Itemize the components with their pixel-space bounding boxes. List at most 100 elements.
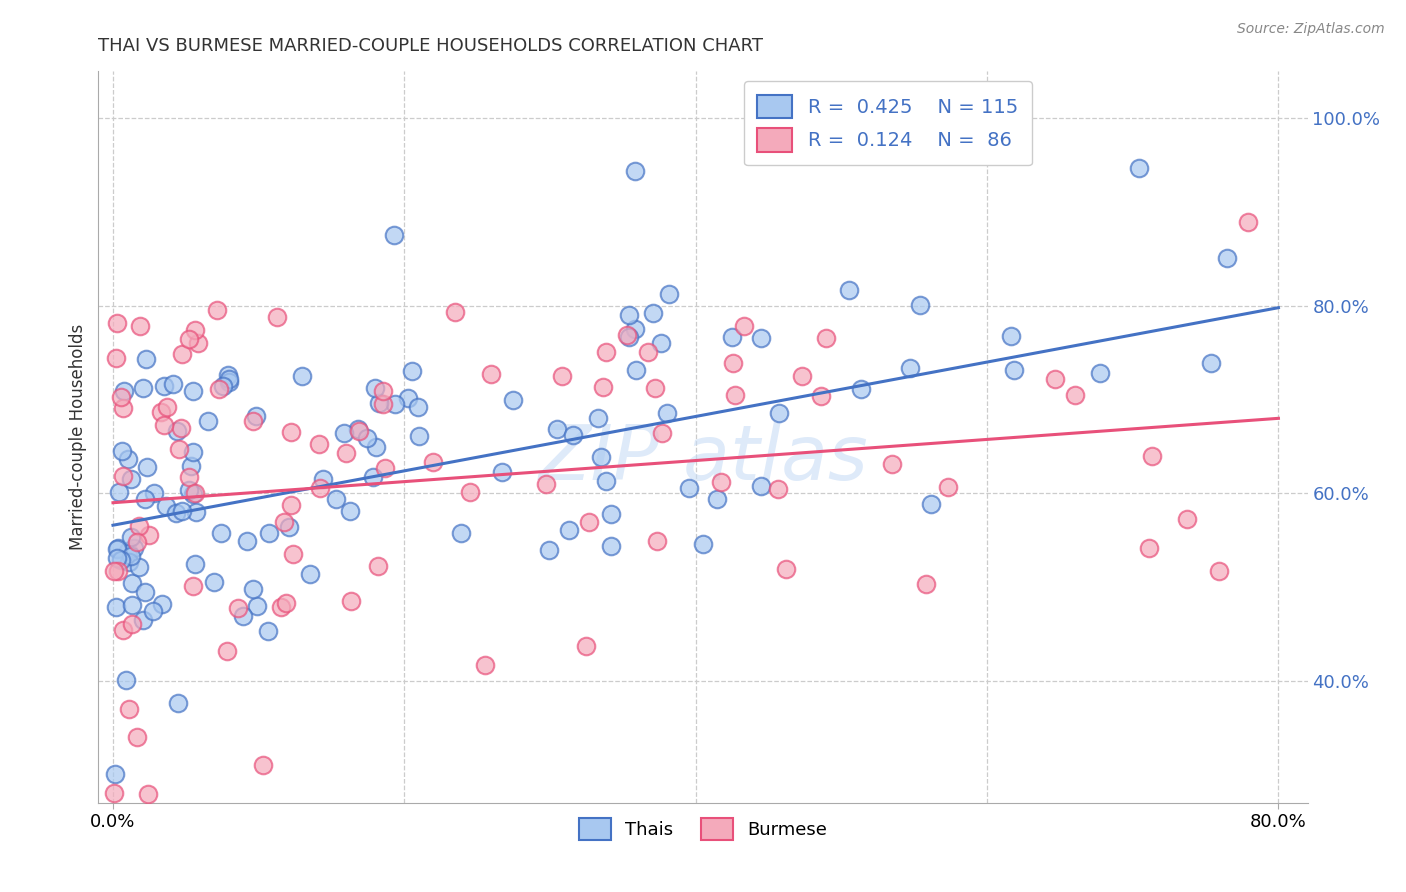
- Point: [1140, 449, 1163, 463]
- Point: [401, 364, 423, 378]
- Point: [166, 425, 188, 439]
- Point: [104, 767, 127, 781]
- Point: [325, 491, 347, 506]
- Point: [333, 425, 356, 440]
- Point: [118, 555, 141, 569]
- Point: [197, 414, 219, 428]
- Point: [257, 526, 280, 541]
- Text: THAI VS BURMESE MARRIED-COUPLE HOUSEHOLDS CORRELATION CHART: THAI VS BURMESE MARRIED-COUPLE HOUSEHOLD…: [98, 37, 763, 54]
- Point: [624, 322, 647, 336]
- Point: [724, 388, 747, 402]
- Point: [657, 406, 679, 420]
- Point: [335, 445, 357, 459]
- Point: [546, 421, 568, 435]
- Point: [733, 318, 755, 333]
- Point: [1002, 363, 1025, 377]
- Point: [347, 422, 370, 436]
- Point: [408, 428, 430, 442]
- Point: [339, 504, 361, 518]
- Point: [202, 574, 225, 589]
- Point: [217, 368, 239, 383]
- Point: [134, 492, 156, 507]
- Point: [768, 405, 790, 419]
- Point: [134, 585, 156, 599]
- Point: [184, 486, 207, 500]
- Point: [232, 608, 254, 623]
- Point: [266, 310, 288, 325]
- Point: [152, 598, 174, 612]
- Point: [150, 405, 173, 419]
- Point: [142, 604, 165, 618]
- Point: [721, 356, 744, 370]
- Point: [117, 452, 139, 467]
- Point: [592, 379, 614, 393]
- Point: [181, 384, 204, 398]
- Point: [534, 477, 557, 491]
- Point: [838, 283, 860, 297]
- Point: [121, 616, 143, 631]
- Point: [152, 379, 174, 393]
- Point: [132, 381, 155, 395]
- Point: [851, 382, 873, 396]
- Point: [775, 562, 797, 576]
- Point: [129, 318, 152, 333]
- Point: [658, 286, 681, 301]
- Point: [273, 515, 295, 529]
- Point: [103, 786, 125, 800]
- Point: [181, 445, 204, 459]
- Point: [371, 397, 394, 411]
- Point: [396, 391, 419, 405]
- Point: [1063, 388, 1085, 402]
- Point: [624, 164, 647, 178]
- Point: [162, 376, 184, 391]
- Point: [1045, 372, 1067, 386]
- Point: [187, 336, 209, 351]
- Point: [136, 459, 159, 474]
- Point: [135, 352, 157, 367]
- Point: [382, 227, 405, 242]
- Point: [274, 596, 297, 610]
- Point: [882, 457, 904, 471]
- Point: [215, 644, 238, 658]
- Point: [121, 598, 143, 612]
- Point: [246, 599, 269, 613]
- Point: [537, 542, 560, 557]
- Point: [167, 696, 190, 710]
- Point: [340, 593, 363, 607]
- Point: [110, 390, 132, 404]
- Point: [107, 564, 129, 578]
- Point: [371, 384, 394, 398]
- Point: [257, 624, 280, 639]
- Point: [121, 576, 143, 591]
- Point: [312, 472, 335, 486]
- Text: ZIP atlas: ZIP atlas: [538, 422, 868, 496]
- Point: [143, 486, 166, 500]
- Point: [422, 455, 444, 469]
- Point: [112, 401, 135, 415]
- Point: [120, 531, 142, 545]
- Point: [110, 553, 132, 567]
- Point: [308, 437, 330, 451]
- Point: [481, 368, 503, 382]
- Point: [1175, 512, 1198, 526]
- Point: [643, 306, 665, 320]
- Point: [936, 480, 959, 494]
- Point: [108, 485, 131, 500]
- Point: [207, 383, 229, 397]
- Point: [117, 544, 139, 558]
- Point: [595, 475, 617, 489]
- Point: [172, 504, 194, 518]
- Point: [105, 316, 128, 330]
- Point: [280, 425, 302, 439]
- Point: [181, 487, 204, 501]
- Point: [177, 483, 200, 497]
- Point: [105, 351, 128, 365]
- Point: [1090, 366, 1112, 380]
- Point: [575, 639, 598, 653]
- Point: [384, 397, 406, 411]
- Point: [226, 601, 249, 615]
- Point: [105, 600, 128, 615]
- Point: [458, 484, 481, 499]
- Point: [184, 323, 207, 337]
- Point: [367, 396, 389, 410]
